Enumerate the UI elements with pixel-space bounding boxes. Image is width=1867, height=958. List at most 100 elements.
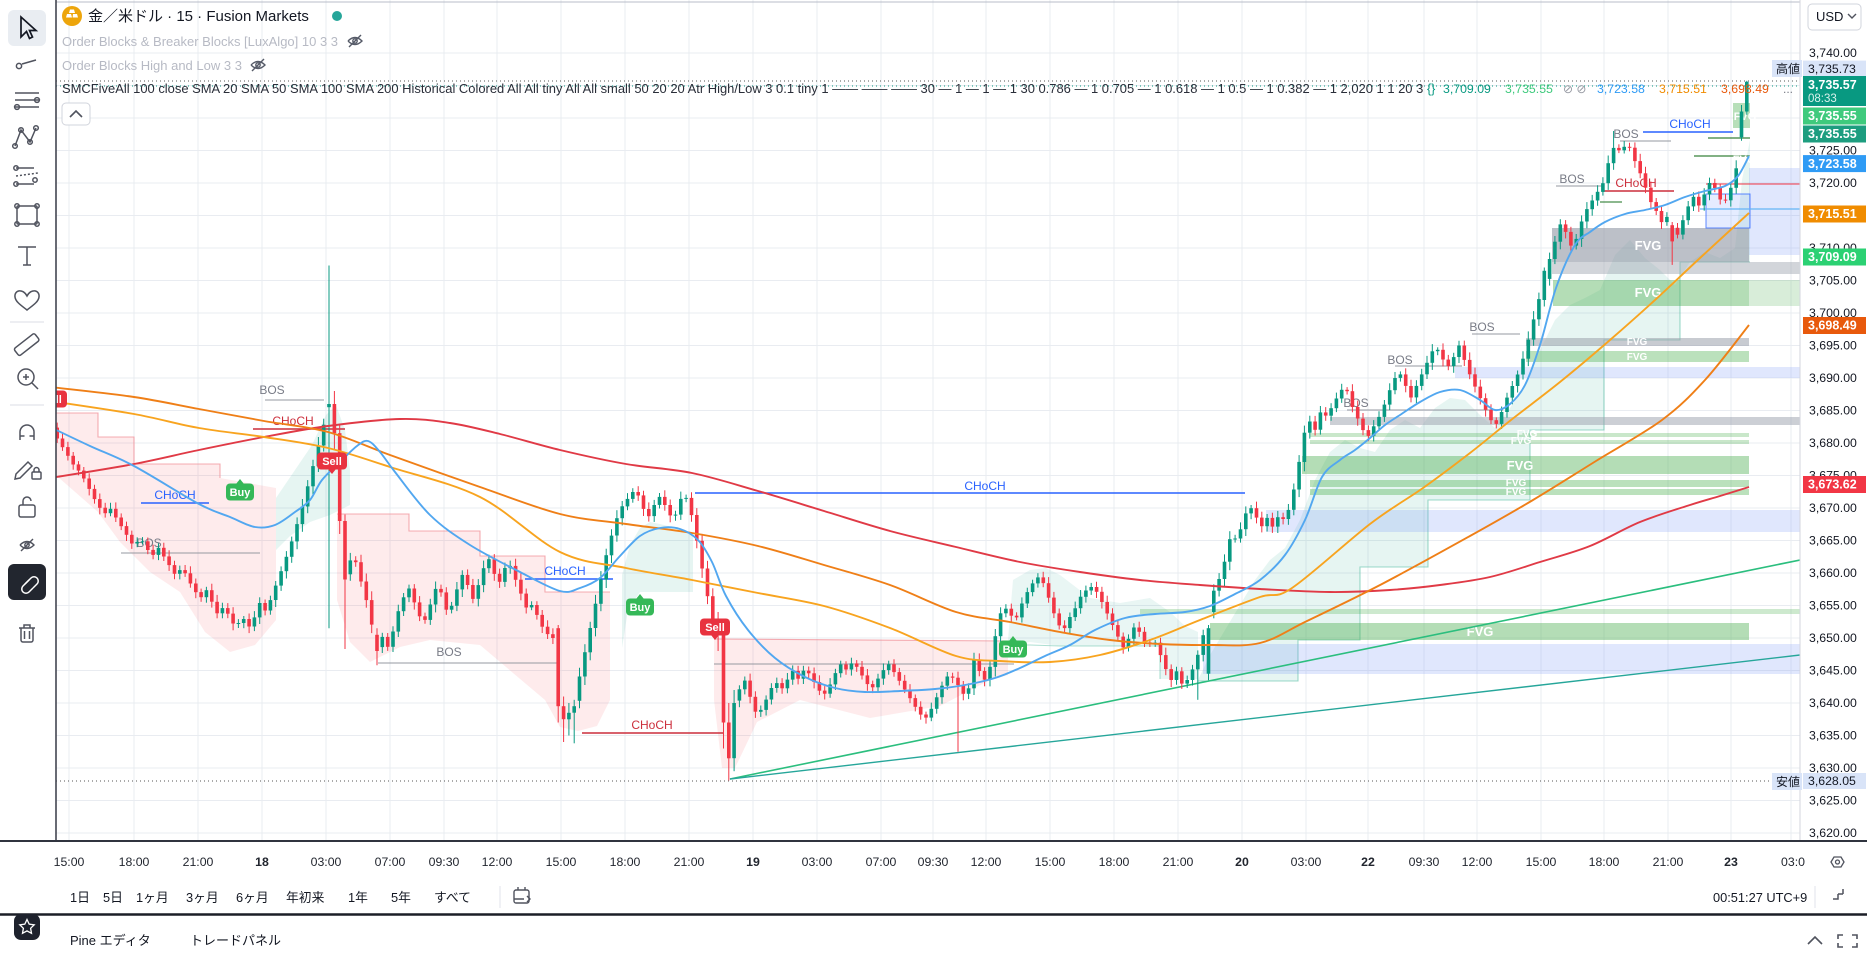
svg-text:3,740.00: 3,740.00 (1809, 46, 1857, 60)
svg-text:3,720.00: 3,720.00 (1809, 176, 1857, 190)
svg-text:⊘ ⊘: ⊘ ⊘ (1563, 82, 1586, 96)
svg-text:FVG: FVG (1734, 111, 1757, 123)
svg-text:3,640.00: 3,640.00 (1809, 696, 1857, 710)
svg-text:12:00: 12:00 (482, 855, 513, 869)
svg-text:BOS: BOS (436, 645, 461, 659)
svg-text:21:00: 21:00 (1163, 855, 1194, 869)
svg-text:09:30: 09:30 (918, 855, 949, 869)
svg-text:FVG: FVG (1467, 624, 1494, 639)
svg-text:金／米ドル · 15 · Fusion Markets: 金／米ドル · 15 · Fusion Markets (88, 8, 309, 25)
svg-text:21:00: 21:00 (674, 855, 705, 869)
svg-text:3,735.55: 3,735.55 (1505, 82, 1553, 96)
svg-text:3,670.00: 3,670.00 (1809, 501, 1857, 515)
svg-text:BOS: BOS (1387, 353, 1412, 367)
svg-text:03:0: 03:0 (1781, 855, 1805, 869)
svg-text:高値: 高値 (1776, 61, 1800, 76)
svg-text:3,635.00: 3,635.00 (1809, 729, 1857, 743)
svg-text:3,735.55: 3,735.55 (1808, 109, 1857, 123)
svg-text:23: 23 (1724, 855, 1738, 869)
svg-text:3,725.00: 3,725.00 (1809, 144, 1857, 158)
svg-text:BOS: BOS (259, 383, 284, 397)
svg-text:FVG: FVG (1635, 285, 1662, 300)
svg-text:3,680.00: 3,680.00 (1809, 436, 1857, 450)
svg-text:12:00: 12:00 (971, 855, 1002, 869)
svg-text:3,628.05: 3,628.05 (1808, 774, 1856, 788)
svg-text:3,735.57: 3,735.57 (1808, 78, 1857, 92)
svg-text:3,660.00: 3,660.00 (1809, 566, 1857, 580)
svg-text:BOS: BOS (1469, 320, 1494, 334)
svg-text:3,735.55: 3,735.55 (1808, 127, 1857, 141)
svg-text:18:00: 18:00 (1589, 855, 1620, 869)
svg-text:3,735.73: 3,735.73 (1808, 62, 1856, 76)
svg-text:トレードパネル: トレードパネル (190, 933, 281, 948)
svg-text:3,665.00: 3,665.00 (1809, 534, 1857, 548)
svg-text:03:00: 03:00 (311, 855, 342, 869)
svg-text:BOS: BOS (1343, 396, 1368, 410)
svg-text:19: 19 (746, 855, 760, 869)
svg-text:3,709.09: 3,709.09 (1443, 82, 1491, 96)
svg-text:07:00: 07:00 (866, 855, 897, 869)
svg-text:18:00: 18:00 (1099, 855, 1130, 869)
svg-text:15:00: 15:00 (1035, 855, 1066, 869)
svg-text:BOS: BOS (1613, 127, 1638, 141)
svg-text:07:00: 07:00 (375, 855, 406, 869)
svg-text:Sell: Sell (322, 456, 342, 468)
svg-text:3,650.00: 3,650.00 (1809, 631, 1857, 645)
svg-text:15:00: 15:00 (1526, 855, 1557, 869)
svg-text:SMCFiveAll 100 close SMA 20 SM: SMCFiveAll 100 close SMA 20 SMA 50 SMA 1… (62, 81, 1423, 96)
svg-text:3,673.62: 3,673.62 (1808, 478, 1857, 492)
svg-text:FVG: FVG (1506, 487, 1527, 498)
svg-text:3,625.00: 3,625.00 (1809, 794, 1857, 808)
svg-text:15:00: 15:00 (546, 855, 577, 869)
svg-text:18:00: 18:00 (610, 855, 641, 869)
svg-text:6ヶ月: 6ヶ月 (236, 890, 269, 905)
svg-text:3,655.00: 3,655.00 (1809, 599, 1857, 613)
svg-text:CHoCH: CHoCH (544, 564, 585, 578)
svg-text:Sell: Sell (42, 394, 62, 406)
svg-text:3,715.51: 3,715.51 (1808, 207, 1857, 221)
svg-text:Buy: Buy (630, 602, 652, 614)
svg-text:CHoCH: CHoCH (964, 479, 1005, 493)
svg-text:09:30: 09:30 (429, 855, 460, 869)
svg-text:3,723.58: 3,723.58 (1597, 82, 1645, 96)
svg-text:5年: 5年 (391, 890, 411, 905)
svg-text:Buy: Buy (1003, 644, 1025, 656)
svg-text:FVG: FVG (1627, 352, 1648, 363)
svg-text:03:00: 03:00 (802, 855, 833, 869)
svg-text:Order Blocks High and Low 3 3: Order Blocks High and Low 3 3 (62, 58, 242, 73)
svg-text:...: ... (1783, 82, 1793, 96)
svg-text:21:00: 21:00 (183, 855, 214, 869)
svg-text:3,620.00: 3,620.00 (1809, 826, 1857, 840)
svg-text:21:00: 21:00 (1653, 855, 1684, 869)
svg-text:3,698.49: 3,698.49 (1721, 82, 1769, 96)
svg-text:3,698.49: 3,698.49 (1808, 319, 1857, 333)
svg-text:18:00: 18:00 (119, 855, 150, 869)
svg-text:3,723.58: 3,723.58 (1808, 157, 1857, 171)
svg-text:FVG: FVG (1635, 238, 1662, 253)
svg-text:Buy: Buy (230, 487, 252, 499)
svg-text:22: 22 (1361, 855, 1375, 869)
svg-text:Order Blocks & Breaker Blocks: Order Blocks & Breaker Blocks [LuxAlgo] … (62, 34, 338, 49)
svg-text:12:00: 12:00 (1462, 855, 1493, 869)
svg-text:00:51:27 UTC+9: 00:51:27 UTC+9 (1713, 890, 1807, 905)
svg-text:FVG: FVG (1733, 154, 1756, 166)
svg-text:3,705.00: 3,705.00 (1809, 274, 1857, 288)
svg-text:3,690.00: 3,690.00 (1809, 371, 1857, 385)
svg-text:3,630.00: 3,630.00 (1809, 761, 1857, 775)
svg-text:{}: {} (1427, 82, 1435, 96)
svg-text:1年: 1年 (348, 890, 368, 905)
svg-text:5日: 5日 (103, 890, 123, 905)
svg-text:BOS: BOS (1559, 172, 1584, 186)
svg-text:3,695.00: 3,695.00 (1809, 339, 1857, 353)
svg-text:FVG: FVG (1506, 478, 1527, 489)
svg-text:1ヶ月: 1ヶ月 (136, 890, 169, 905)
svg-text:03:00: 03:00 (1291, 855, 1322, 869)
svg-text:18: 18 (255, 855, 269, 869)
svg-text:3,685.00: 3,685.00 (1809, 404, 1857, 418)
svg-text:CHoCH: CHoCH (631, 718, 672, 732)
svg-text:安値: 安値 (1776, 774, 1800, 789)
svg-text:すべて: すべて (434, 890, 471, 905)
svg-text:FVG: FVG (1517, 429, 1538, 440)
svg-text:Pine エディタ: Pine エディタ (70, 933, 151, 948)
svg-text:FVG: FVG (1511, 436, 1532, 447)
